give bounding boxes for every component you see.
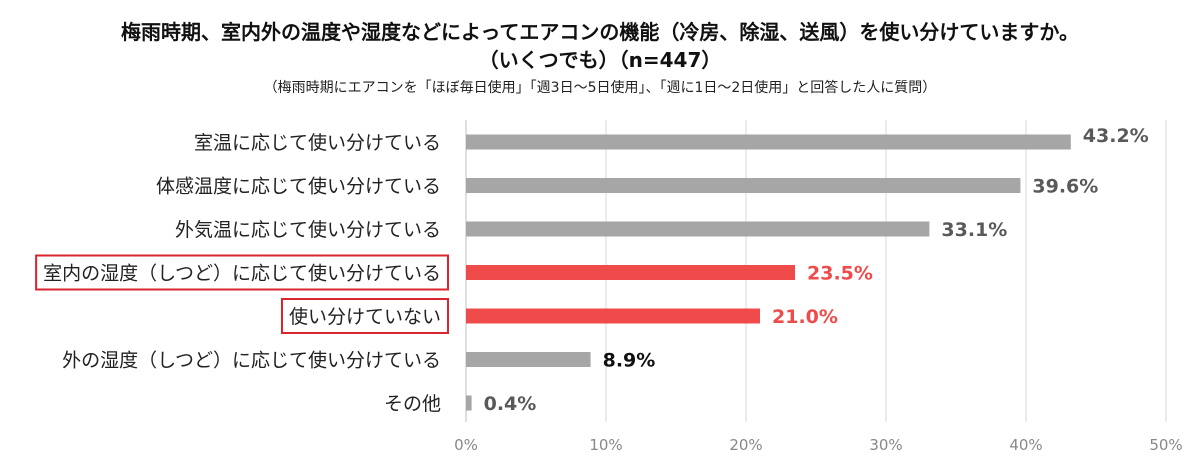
highlight-box	[35, 254, 449, 291]
chart-title-line2: （いくつでも）（n=447）	[478, 48, 722, 72]
x-tick-label: 20%	[729, 436, 762, 454]
category-label: 体感温度に応じて使い分けている	[156, 176, 441, 198]
bar	[466, 178, 1021, 193]
value-label: 23.5%	[807, 263, 873, 285]
category-label: 外気温に応じて使い分けている	[175, 219, 441, 241]
bar	[466, 265, 795, 280]
value-label: 43.2%	[1083, 125, 1149, 147]
highlight-box	[280, 298, 449, 334]
bar	[466, 134, 1071, 150]
value-label: 8.9%	[603, 350, 656, 372]
x-tick-label: 40%	[1009, 436, 1042, 454]
category-label: 外の湿度（しつど）に応じて使い分けている	[62, 350, 441, 372]
bar	[466, 308, 760, 324]
value-label: 39.6%	[1032, 176, 1098, 198]
category-label: 室温に応じて使い分けている	[194, 132, 441, 154]
category-label: 室内の湿度（しつど）に応じて使い分けている	[43, 263, 441, 285]
chart-title: 梅雨時期、室内外の温度や湿度などによってエアコンの機能（冷房、除湿、送風）を使い…	[121, 20, 1079, 44]
chart-subtitle: （梅雨時期にエアコンを「ほぼ毎日使用」「週3日～5日使用」、「週に1日～2日使用…	[263, 80, 937, 96]
value-label: 0.4%	[484, 393, 537, 415]
value-label: 21.0%	[772, 306, 838, 328]
x-tick-label: 10%	[589, 436, 622, 454]
bar	[466, 395, 472, 411]
bar	[466, 221, 930, 237]
category-label: 使い分けていない	[289, 306, 441, 328]
x-tick-label: 50%	[1149, 436, 1182, 454]
bar	[466, 352, 591, 367]
x-tick-label: 0%	[454, 436, 478, 454]
value-label: 33.1%	[941, 219, 1007, 241]
x-tick-label: 30%	[869, 436, 902, 454]
category-label: その他	[384, 393, 441, 415]
